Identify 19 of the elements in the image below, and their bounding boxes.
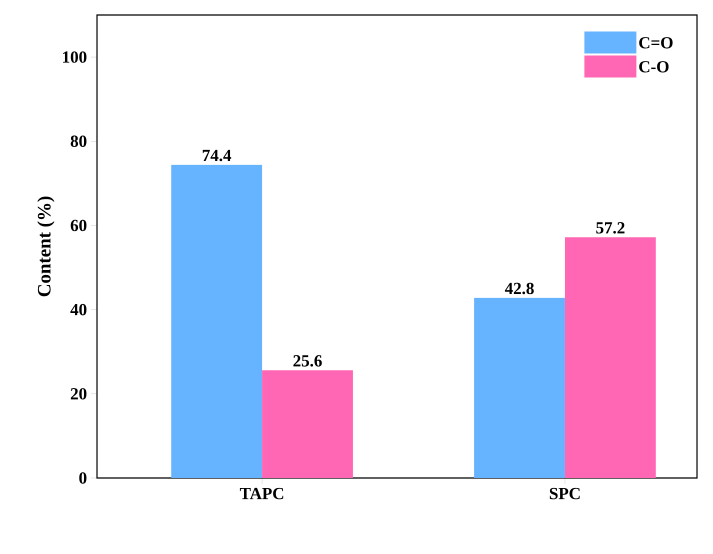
y-tick-label: 20: [70, 388, 86, 400]
bar: [474, 298, 565, 478]
bar: [171, 164, 262, 478]
y-tick-label: 60: [70, 220, 86, 232]
data-label: 42.8: [504, 282, 534, 294]
legend-label: C=O: [639, 37, 673, 48]
y-tick-label: 100: [63, 51, 86, 63]
data-label: 74.4: [202, 150, 232, 162]
bar: [564, 237, 656, 478]
x-tick-label: SPC: [550, 488, 580, 500]
data-label: 25.6: [293, 355, 322, 367]
y-tick-label: 40: [70, 304, 86, 316]
y-tick-label: 0: [79, 472, 86, 484]
legend-label: C-O: [639, 61, 669, 72]
y-axis-title: Content (%): [37, 196, 54, 296]
bar: [262, 370, 353, 478]
y-tick-label: 80: [70, 136, 86, 147]
x-tick-label: TAPC: [240, 488, 284, 500]
data-label: 57.2: [596, 222, 624, 234]
